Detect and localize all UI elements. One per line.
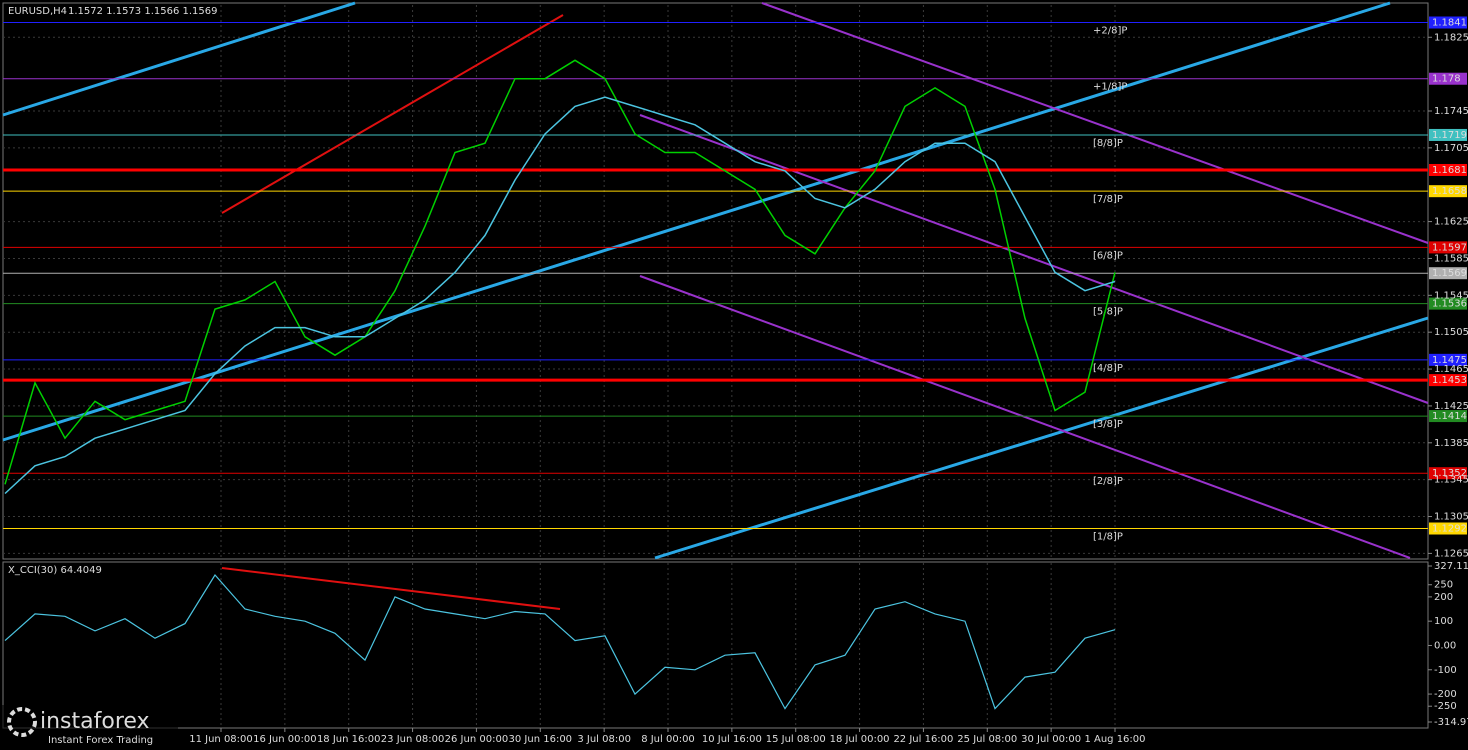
plot [4, 59, 1116, 710]
indicator-tick-label: 0.00 [1434, 640, 1456, 651]
channel-line [639, 275, 1411, 559]
y-tick-label: 1.1705 [1434, 143, 1468, 154]
y-tick-label: 1.1825 [1434, 32, 1468, 43]
trend-line [2, 1, 1391, 442]
level-price-box [1429, 72, 1467, 85]
level-price-box [1429, 353, 1467, 366]
x-tick-label: 10 Jul 16:00 [702, 734, 762, 745]
y-tick-label: 1.1585 [1434, 253, 1468, 264]
price-frame [2, 2, 1429, 560]
x-tick-label: 1 Aug 16:00 [1084, 734, 1145, 745]
x-tick-label: 3 Jul 08:00 [577, 734, 631, 745]
chart-symbol: EURUSD,H4 [8, 6, 67, 17]
level-price-box [1429, 128, 1467, 141]
murrey-label: [7/8]P [1093, 194, 1123, 205]
x-tick-label: 18 Jun 16:00 [317, 734, 381, 745]
logo-background [2, 705, 178, 749]
indicator-tick-label: -200 [1434, 689, 1457, 700]
x-tick-label: 15 Jul 08:00 [766, 734, 826, 745]
series-line [4, 59, 1116, 485]
x-tick-label: 25 Jul 08:00 [957, 734, 1017, 745]
murrey-label: +2/8]P [1093, 26, 1127, 37]
level-price-label: 1.1569 [1432, 268, 1467, 279]
levels: 1.1841 +2/8]P 1.178 +1/8]P 1.1719 [8/8]P 1.168… [3, 16, 1467, 543]
level-price-label: 1.178 [1432, 74, 1461, 85]
level-price-label: 1.1414 [1432, 411, 1467, 422]
y-tick-label: 1.1625 [1434, 217, 1468, 228]
y-tick-label: 1.1545 [1434, 290, 1468, 301]
level-price-label: 1.1841 [1432, 18, 1467, 29]
x-tick-label: 8 Jul 00:00 [641, 734, 695, 745]
level-price-box [1429, 241, 1467, 254]
logo-tagline: Instant Forex Trading [48, 735, 153, 746]
x-tick-label: 22 Jul 16:00 [893, 734, 953, 745]
x-tick-label: 18 Jul 00:00 [830, 734, 890, 745]
level-price-label: 1.1475 [1432, 355, 1467, 366]
y-tick-label: 1.1465 [1434, 364, 1468, 375]
murrey-label: +1/8]P [1093, 82, 1127, 93]
x-tick-label: 30 Jun 16:00 [509, 734, 573, 745]
channel-line [639, 114, 1429, 404]
logo: instaforex Instant Forex Trading [2, 705, 178, 749]
trend-objects [2, 1, 1429, 610]
level-price-box [1429, 16, 1467, 29]
level-price-box [1429, 267, 1467, 280]
logo-icon [7, 707, 37, 737]
level-price-box [1429, 297, 1467, 310]
series-line [4, 573, 1116, 710]
divergence-line [221, 567, 561, 610]
y-tick-label: 1.1425 [1434, 401, 1468, 412]
indicator-title: X_CCI(30) 64.4049 [8, 565, 102, 576]
level-price-box [1429, 163, 1467, 176]
level-price-label: 1.1352 [1432, 468, 1467, 479]
x-tick-label: 16 Jun 00:00 [253, 734, 317, 745]
trend-line [221, 14, 564, 214]
indicator-tick-label: -100 [1434, 665, 1457, 676]
level-price-label: 1.1597 [1432, 242, 1467, 253]
chart-quote: 1.1572 1.1573 1.1566 1.1569 [68, 6, 218, 17]
trend-line [654, 316, 1429, 560]
level-price-label: 1.1292 [1432, 524, 1467, 535]
level-price-label: 1.1453 [1432, 375, 1467, 386]
level-price-box [1429, 522, 1467, 535]
y-tick-label: 1.1745 [1434, 106, 1468, 117]
axes: 1.18251.17451.17051.16251.15851.15451.15… [189, 32, 1468, 745]
murrey-label: [3/8]P [1093, 419, 1123, 430]
indicator-tick-label: 200 [1434, 592, 1453, 603]
level-price-label: 1.1681 [1432, 165, 1467, 176]
murrey-label: [6/8]P [1093, 250, 1123, 261]
murrey-label: [4/8]P [1093, 363, 1123, 374]
level-price-label: 1.1719 [1432, 130, 1467, 141]
y-tick-label: 1.1385 [1434, 438, 1468, 449]
murrey-label: [5/8]P [1093, 307, 1123, 318]
murrey-label: [1/8]P [1093, 532, 1123, 543]
indicator-tick-label: 327.116 [1434, 561, 1468, 572]
x-tick-label: 26 Jun 00:00 [445, 734, 509, 745]
level-price-box [1429, 374, 1467, 387]
level-price-box [1429, 410, 1467, 423]
level-price-label: 1.1536 [1432, 299, 1467, 310]
x-tick-label: 23 Jun 08:00 [381, 734, 445, 745]
channel-line [761, 2, 1429, 244]
logo-name: instaforex [40, 709, 150, 734]
indicator-tick-label: 250 [1434, 580, 1453, 591]
indicator-tick-label: -250 [1434, 701, 1457, 712]
series-line [4, 96, 1116, 495]
level-price-box [1429, 185, 1467, 198]
y-tick-label: 1.1265 [1434, 548, 1468, 559]
level-price-label: 1.1658 [1432, 186, 1467, 197]
trend-line [2, 1, 356, 117]
y-tick-label: 1.1305 [1434, 512, 1468, 523]
x-tick-label: 11 Jun 08:00 [189, 734, 253, 745]
x-tick-label: 30 Jul 00:00 [1021, 734, 1081, 745]
indicator-tick-label: -314.976 [1434, 717, 1468, 728]
murrey-label: [2/8]P [1093, 476, 1123, 487]
indicator-tick-label: 100 [1434, 616, 1453, 627]
level-price-box [1429, 467, 1467, 480]
y-tick-label: 1.1345 [1434, 475, 1468, 486]
y-tick-label: 1.1505 [1434, 327, 1468, 338]
murrey-label: [8/8]P [1093, 138, 1123, 149]
